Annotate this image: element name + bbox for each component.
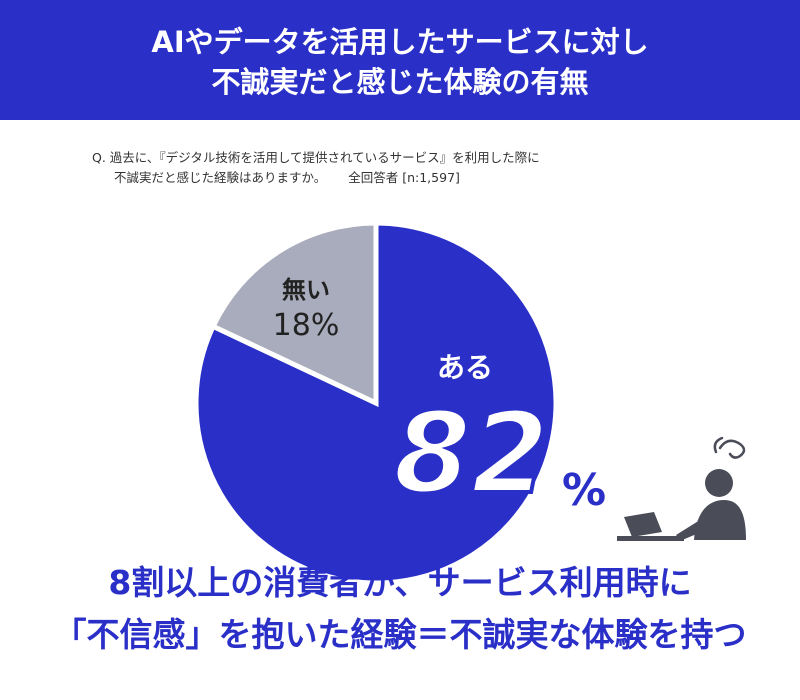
conclusion-line2: 「不信感」を抱いた経験＝不誠実な体験を持つ bbox=[53, 615, 747, 654]
respondents-count: 全回答者 [n:1,597] bbox=[348, 170, 460, 185]
slice-unit-aru: % bbox=[562, 465, 606, 516]
conclusion-box: 8割以上の消費者が、サービス利用時に 「不信感」を抱いた経験＝不誠実な体験を持つ bbox=[0, 555, 800, 700]
slice-label-nai: 無い bbox=[282, 276, 330, 304]
person-laptop-icon bbox=[617, 436, 746, 541]
pie-slice-0 bbox=[193, 220, 559, 586]
slice-value-aru: 82 bbox=[393, 389, 549, 519]
slice-label-aru: ある bbox=[437, 351, 493, 384]
survey-question: Q. 過去に、『デジタル技術を活用して提供されているサービス』を利用した際に 不… bbox=[92, 148, 732, 188]
conclusion-line1: 8割以上の消費者が、サービス利用時に bbox=[108, 563, 692, 602]
question-line1: Q. 過去に、『デジタル技術を活用して提供されているサービス』を利用した際に bbox=[92, 150, 540, 165]
header-banner: AIやデータを活用したサービスに対し 不誠実だと感じた体験の有無 bbox=[0, 0, 800, 120]
pie-slice-1 bbox=[209, 220, 379, 407]
slice-value-nai: 18% bbox=[273, 308, 340, 343]
question-line2: 不誠実だと感じた経験はありますか。 bbox=[114, 170, 327, 185]
header-title-line1: AIやデータを活用したサービスに対し bbox=[151, 25, 649, 59]
header-title-line2: 不誠実だと感じた体験の有無 bbox=[211, 65, 589, 99]
